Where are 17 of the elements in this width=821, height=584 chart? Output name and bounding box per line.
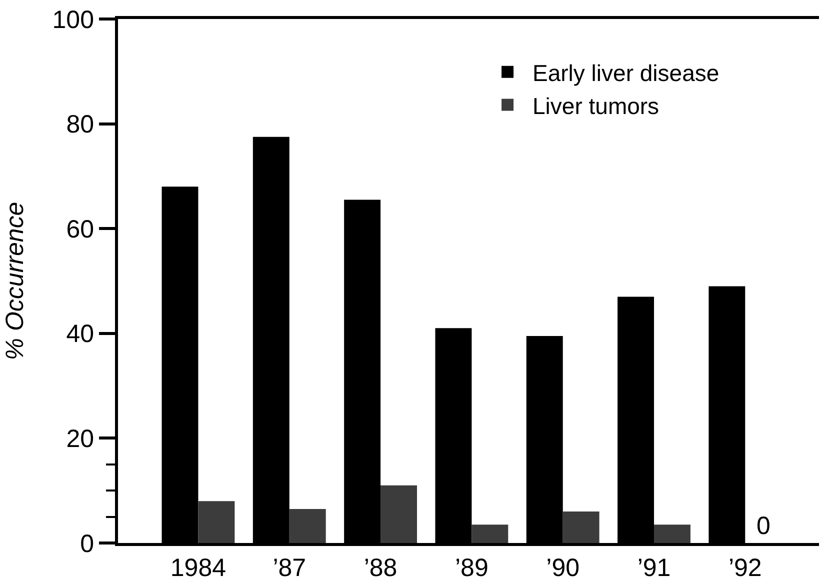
y-tick-label: 100 — [52, 6, 94, 34]
y-axis-title: % Occurrence — [1, 202, 30, 360]
x-tick-label: ’92 — [728, 554, 762, 582]
y-tick-label: 0 — [80, 530, 94, 558]
x-tick-label: 1984 — [170, 554, 226, 582]
data-label: 0 — [756, 512, 770, 540]
x-tick-label: ’89 — [455, 554, 488, 582]
x-tick-label: ’90 — [546, 554, 580, 582]
y-tick-label: 40 — [66, 320, 94, 348]
x-tick-label: ’88 — [364, 554, 398, 582]
y-tick-label: 60 — [66, 215, 94, 244]
y-tick-label: 20 — [66, 424, 94, 453]
x-tick-label: ’91 — [637, 554, 671, 582]
legend-label: Early liver disease — [532, 60, 720, 86]
x-tick-label: ’87 — [272, 554, 306, 582]
legend-label: Liver tumors — [532, 92, 660, 119]
y-tick-label: 80 — [66, 110, 94, 139]
